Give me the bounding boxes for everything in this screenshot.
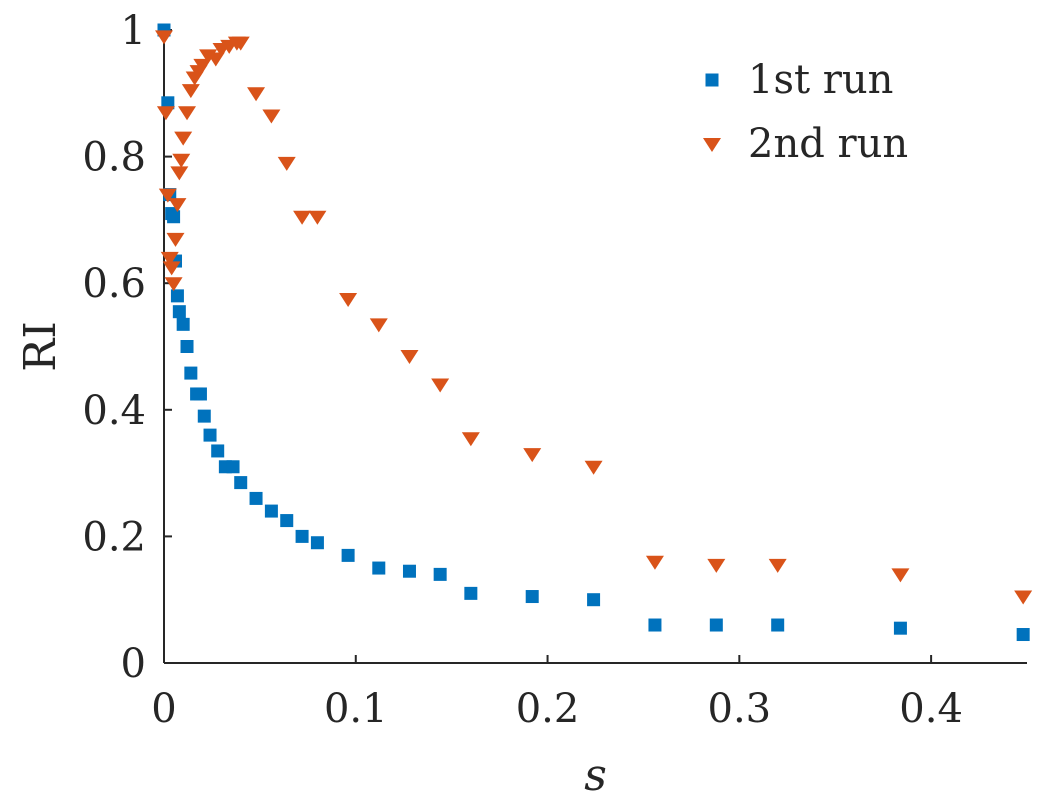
legend-label: 1st run — [748, 57, 893, 103]
x-tick-label: 0 — [151, 686, 176, 732]
data-point — [184, 366, 198, 380]
y-axis-label: RI — [15, 321, 66, 372]
data-point — [234, 476, 248, 490]
data-point — [431, 378, 450, 393]
data-point — [648, 618, 662, 632]
data-point — [525, 590, 539, 604]
data-point — [584, 460, 603, 475]
data-point — [433, 567, 447, 581]
data-point — [170, 166, 189, 181]
data-point — [768, 558, 787, 573]
data-point — [180, 340, 194, 353]
legend-marker — [703, 138, 721, 152]
x-tick-label: 0.4 — [899, 686, 963, 732]
data-point — [893, 621, 907, 635]
data-point — [295, 529, 309, 543]
data-point — [1016, 628, 1030, 642]
series-2 — [155, 30, 1033, 605]
data-point — [231, 36, 250, 51]
data-point — [339, 293, 358, 308]
data-point — [176, 317, 190, 331]
data-point — [166, 232, 185, 247]
data-point — [178, 106, 197, 121]
data-point — [400, 349, 419, 364]
data-points — [155, 23, 1033, 642]
data-point — [172, 305, 186, 319]
data-point — [161, 96, 175, 110]
y-tick-label: 0 — [121, 641, 146, 687]
data-point — [160, 251, 179, 266]
data-point — [310, 536, 324, 550]
data-point — [168, 198, 187, 213]
y-tick-label: 0.8 — [82, 135, 146, 181]
legend: 1st run 2nd run — [703, 57, 908, 167]
data-point — [249, 491, 263, 505]
data-point — [155, 30, 173, 45]
y-tick-label: 0.4 — [82, 388, 146, 434]
legend-marker — [705, 73, 719, 87]
data-point — [280, 514, 294, 528]
data-point — [158, 188, 177, 203]
data-point — [247, 87, 266, 102]
data-point — [402, 564, 416, 578]
data-point — [277, 156, 296, 171]
data-point — [164, 277, 183, 292]
data-point — [264, 504, 278, 518]
axes — [163, 30, 1027, 664]
data-point — [308, 210, 327, 225]
ticks: 0 0.1 0.2 0.3 0.4 0 0.2 0.4 0.6 0.8 1 — [82, 8, 963, 732]
data-point — [193, 58, 212, 73]
data-point — [262, 109, 281, 124]
data-point — [587, 593, 601, 607]
data-point — [193, 387, 207, 401]
x-tick-label: 0.1 — [324, 686, 388, 732]
data-point — [174, 131, 193, 146]
data-point — [369, 318, 388, 333]
legend-label: 2nd run — [748, 121, 908, 167]
data-point — [372, 561, 386, 575]
y-tick-label: 0.2 — [82, 514, 146, 560]
data-point — [162, 261, 181, 276]
series-1 — [157, 23, 1030, 642]
data-point — [707, 558, 726, 573]
x-tick-label: 0.3 — [708, 686, 772, 732]
data-point — [172, 153, 191, 168]
data-point — [771, 618, 785, 632]
data-point — [645, 555, 664, 570]
data-point — [167, 210, 181, 224]
data-point — [197, 409, 211, 423]
y-tick-label: 1 — [121, 8, 146, 54]
data-point — [181, 84, 200, 99]
data-point — [709, 618, 723, 632]
data-point — [523, 448, 542, 463]
data-point — [341, 548, 355, 562]
y-tick-label: 0.6 — [82, 261, 146, 307]
x-tick-label: 0.2 — [516, 686, 580, 732]
data-point — [293, 210, 312, 225]
data-point — [206, 52, 225, 67]
data-point — [1014, 590, 1033, 605]
data-point — [891, 568, 910, 583]
data-point — [464, 586, 478, 600]
x-axis-label: s — [584, 750, 607, 797]
data-point — [211, 444, 225, 458]
data-point — [461, 432, 480, 447]
data-point — [226, 460, 240, 474]
data-point — [203, 428, 217, 442]
data-point — [156, 106, 175, 121]
data-point — [170, 289, 184, 303]
